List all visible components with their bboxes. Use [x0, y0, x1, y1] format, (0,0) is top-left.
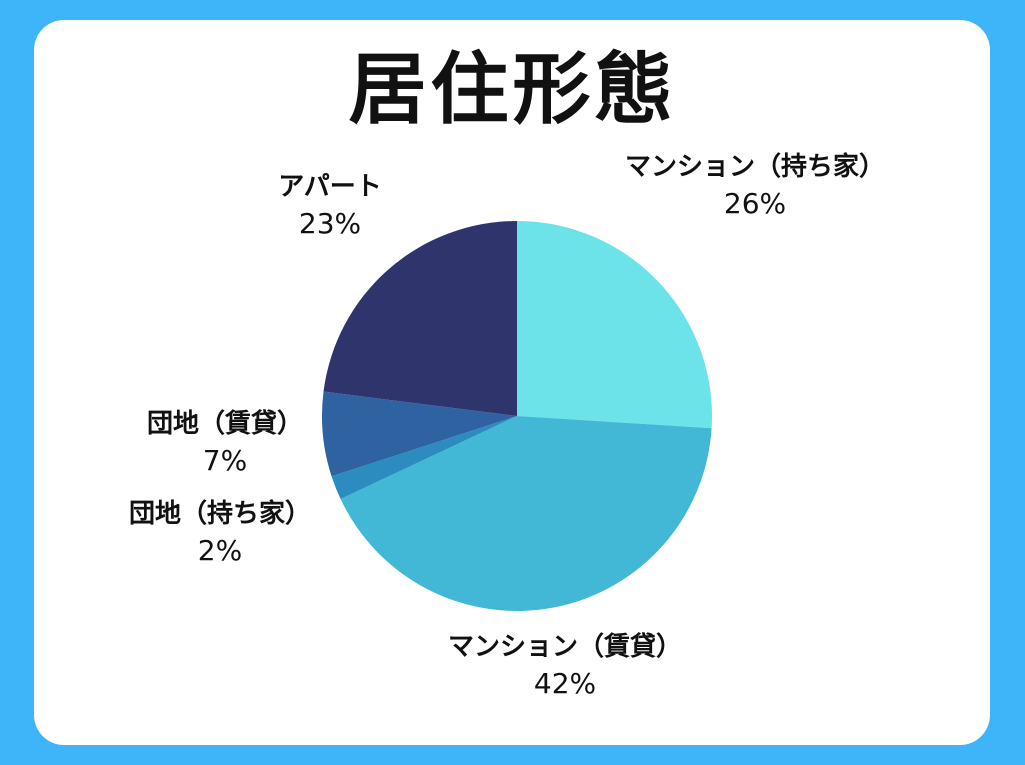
slice-label-mansion-owned: マンション（持ち家） 26%: [600, 150, 910, 224]
pie-slice-2: [331, 416, 517, 500]
slice-label-danchi-owned: 団地（持ち家） 2%: [110, 497, 330, 571]
slice-label-name: アパート: [278, 172, 382, 202]
pie-slice-1: [340, 416, 712, 612]
pie-slice-4: [323, 221, 517, 416]
slice-label-name: 団地（賃貸）: [146, 409, 303, 439]
slice-label-name: マンション（賃貸）: [447, 632, 682, 662]
slice-label-value: 2%: [197, 534, 243, 567]
slice-label-value: 26%: [723, 187, 787, 220]
slice-label-name: マンション（持ち家）: [624, 152, 885, 182]
slice-label-mansion-rental: マンション（賃貸） 42%: [420, 630, 710, 704]
slice-label-value: 42%: [533, 667, 597, 700]
slice-label-apartment: アパート 23%: [250, 170, 410, 244]
pie-slice-3: [322, 391, 517, 477]
chart-title: 居住形態: [348, 45, 677, 135]
slice-label-danchi-rental: 団地（賃貸） 7%: [125, 407, 325, 481]
slice-label-value: 7%: [202, 444, 248, 477]
pie-slice-0: [517, 221, 712, 429]
slice-label-name: 団地（持ち家）: [128, 499, 311, 529]
slice-label-value: 23%: [298, 207, 362, 240]
